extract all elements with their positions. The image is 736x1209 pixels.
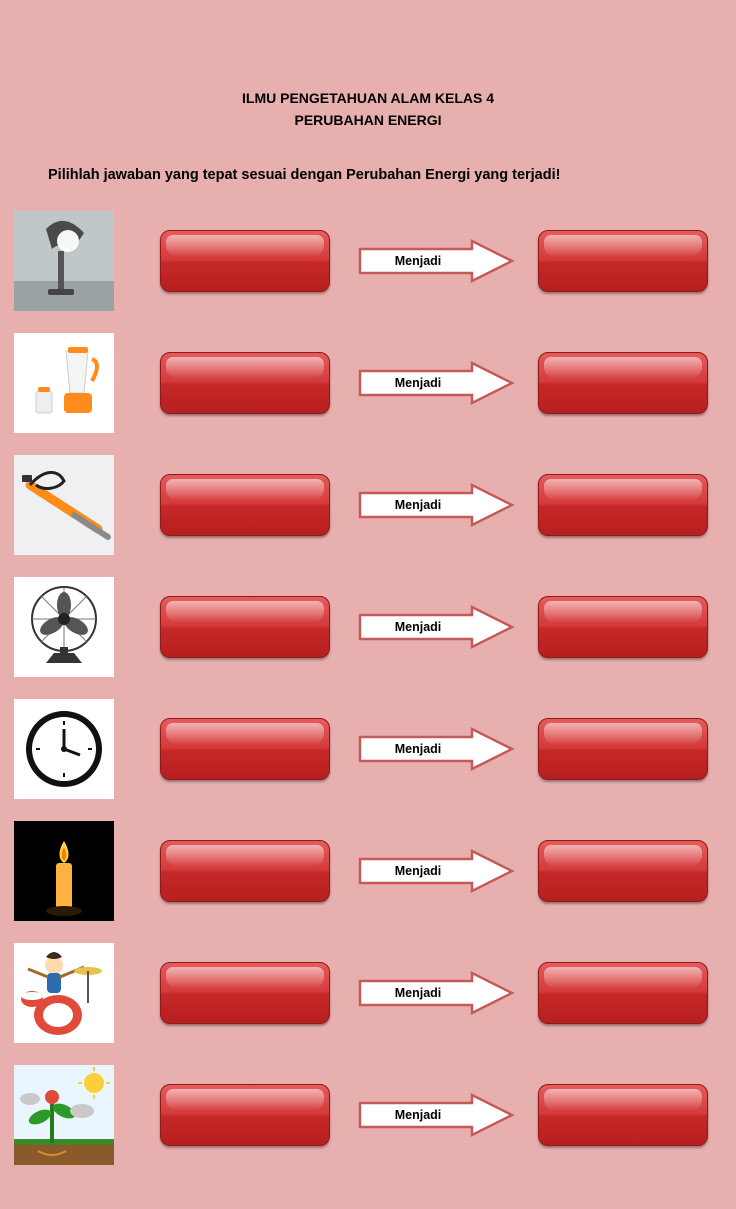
- worksheet-row: Menjadi: [0, 821, 736, 921]
- answer-from-box[interactable]: [160, 840, 330, 902]
- worksheet-row: Menjadi: [0, 699, 736, 799]
- answer-to-box[interactable]: [538, 230, 708, 292]
- answer-from-box[interactable]: [160, 352, 330, 414]
- arrow-menjadi: Menjadi: [356, 971, 516, 1015]
- answer-from-box[interactable]: [160, 230, 330, 292]
- worksheet-row: Menjadi: [0, 455, 736, 555]
- arrow-menjadi: Menjadi: [356, 1093, 516, 1137]
- answer-to-box[interactable]: [538, 596, 708, 658]
- item-image-blender: [14, 333, 114, 433]
- arrow-label: Menjadi: [366, 483, 470, 527]
- answer-to-box[interactable]: [538, 1084, 708, 1146]
- answer-from-box[interactable]: [160, 962, 330, 1024]
- item-image-photosynthesis-plant: [14, 1065, 114, 1165]
- instruction-text: Pilihlah jawaban yang tepat sesuai denga…: [48, 167, 736, 183]
- answer-from-box[interactable]: [160, 474, 330, 536]
- item-image-electric-fan: [14, 577, 114, 677]
- arrow-menjadi: Menjadi: [356, 727, 516, 771]
- item-image-drummer: [14, 943, 114, 1043]
- worksheet-row: Menjadi: [0, 577, 736, 677]
- answer-to-box[interactable]: [538, 474, 708, 536]
- answer-from-box[interactable]: [160, 596, 330, 658]
- arrow-label: Menjadi: [366, 361, 470, 405]
- answer-to-box[interactable]: [538, 840, 708, 902]
- worksheet-row: Menjadi: [0, 333, 736, 433]
- item-image-candle: [14, 821, 114, 921]
- item-image-desk-lamp: [14, 211, 114, 311]
- arrow-menjadi: Menjadi: [356, 849, 516, 893]
- arrow-menjadi: Menjadi: [356, 239, 516, 283]
- header-line-1: ILMU PENGETAHUAN ALAM KELAS 4: [0, 88, 736, 110]
- arrow-label: Menjadi: [366, 971, 470, 1015]
- arrow-label: Menjadi: [366, 727, 470, 771]
- worksheet-row: Menjadi: [0, 211, 736, 311]
- answer-to-box[interactable]: [538, 352, 708, 414]
- arrow-label: Menjadi: [366, 239, 470, 283]
- answer-from-box[interactable]: [160, 1084, 330, 1146]
- answer-to-box[interactable]: [538, 962, 708, 1024]
- worksheet-row: Menjadi: [0, 1065, 736, 1165]
- arrow-label: Menjadi: [366, 849, 470, 893]
- arrow-menjadi: Menjadi: [356, 361, 516, 405]
- arrow-label: Menjadi: [366, 1093, 470, 1137]
- worksheet-header: ILMU PENGETAHUAN ALAM KELAS 4 PERUBAHAN …: [0, 0, 736, 131]
- worksheet-row: Menjadi: [0, 943, 736, 1043]
- arrow-menjadi: Menjadi: [356, 605, 516, 649]
- header-line-2: PERUBAHAN ENERGI: [0, 110, 736, 132]
- worksheet-rows: Menjadi Menjadi: [0, 211, 736, 1165]
- arrow-label: Menjadi: [366, 605, 470, 649]
- answer-from-box[interactable]: [160, 718, 330, 780]
- item-image-wall-clock: [14, 699, 114, 799]
- item-image-soldering-iron: [14, 455, 114, 555]
- answer-to-box[interactable]: [538, 718, 708, 780]
- arrow-menjadi: Menjadi: [356, 483, 516, 527]
